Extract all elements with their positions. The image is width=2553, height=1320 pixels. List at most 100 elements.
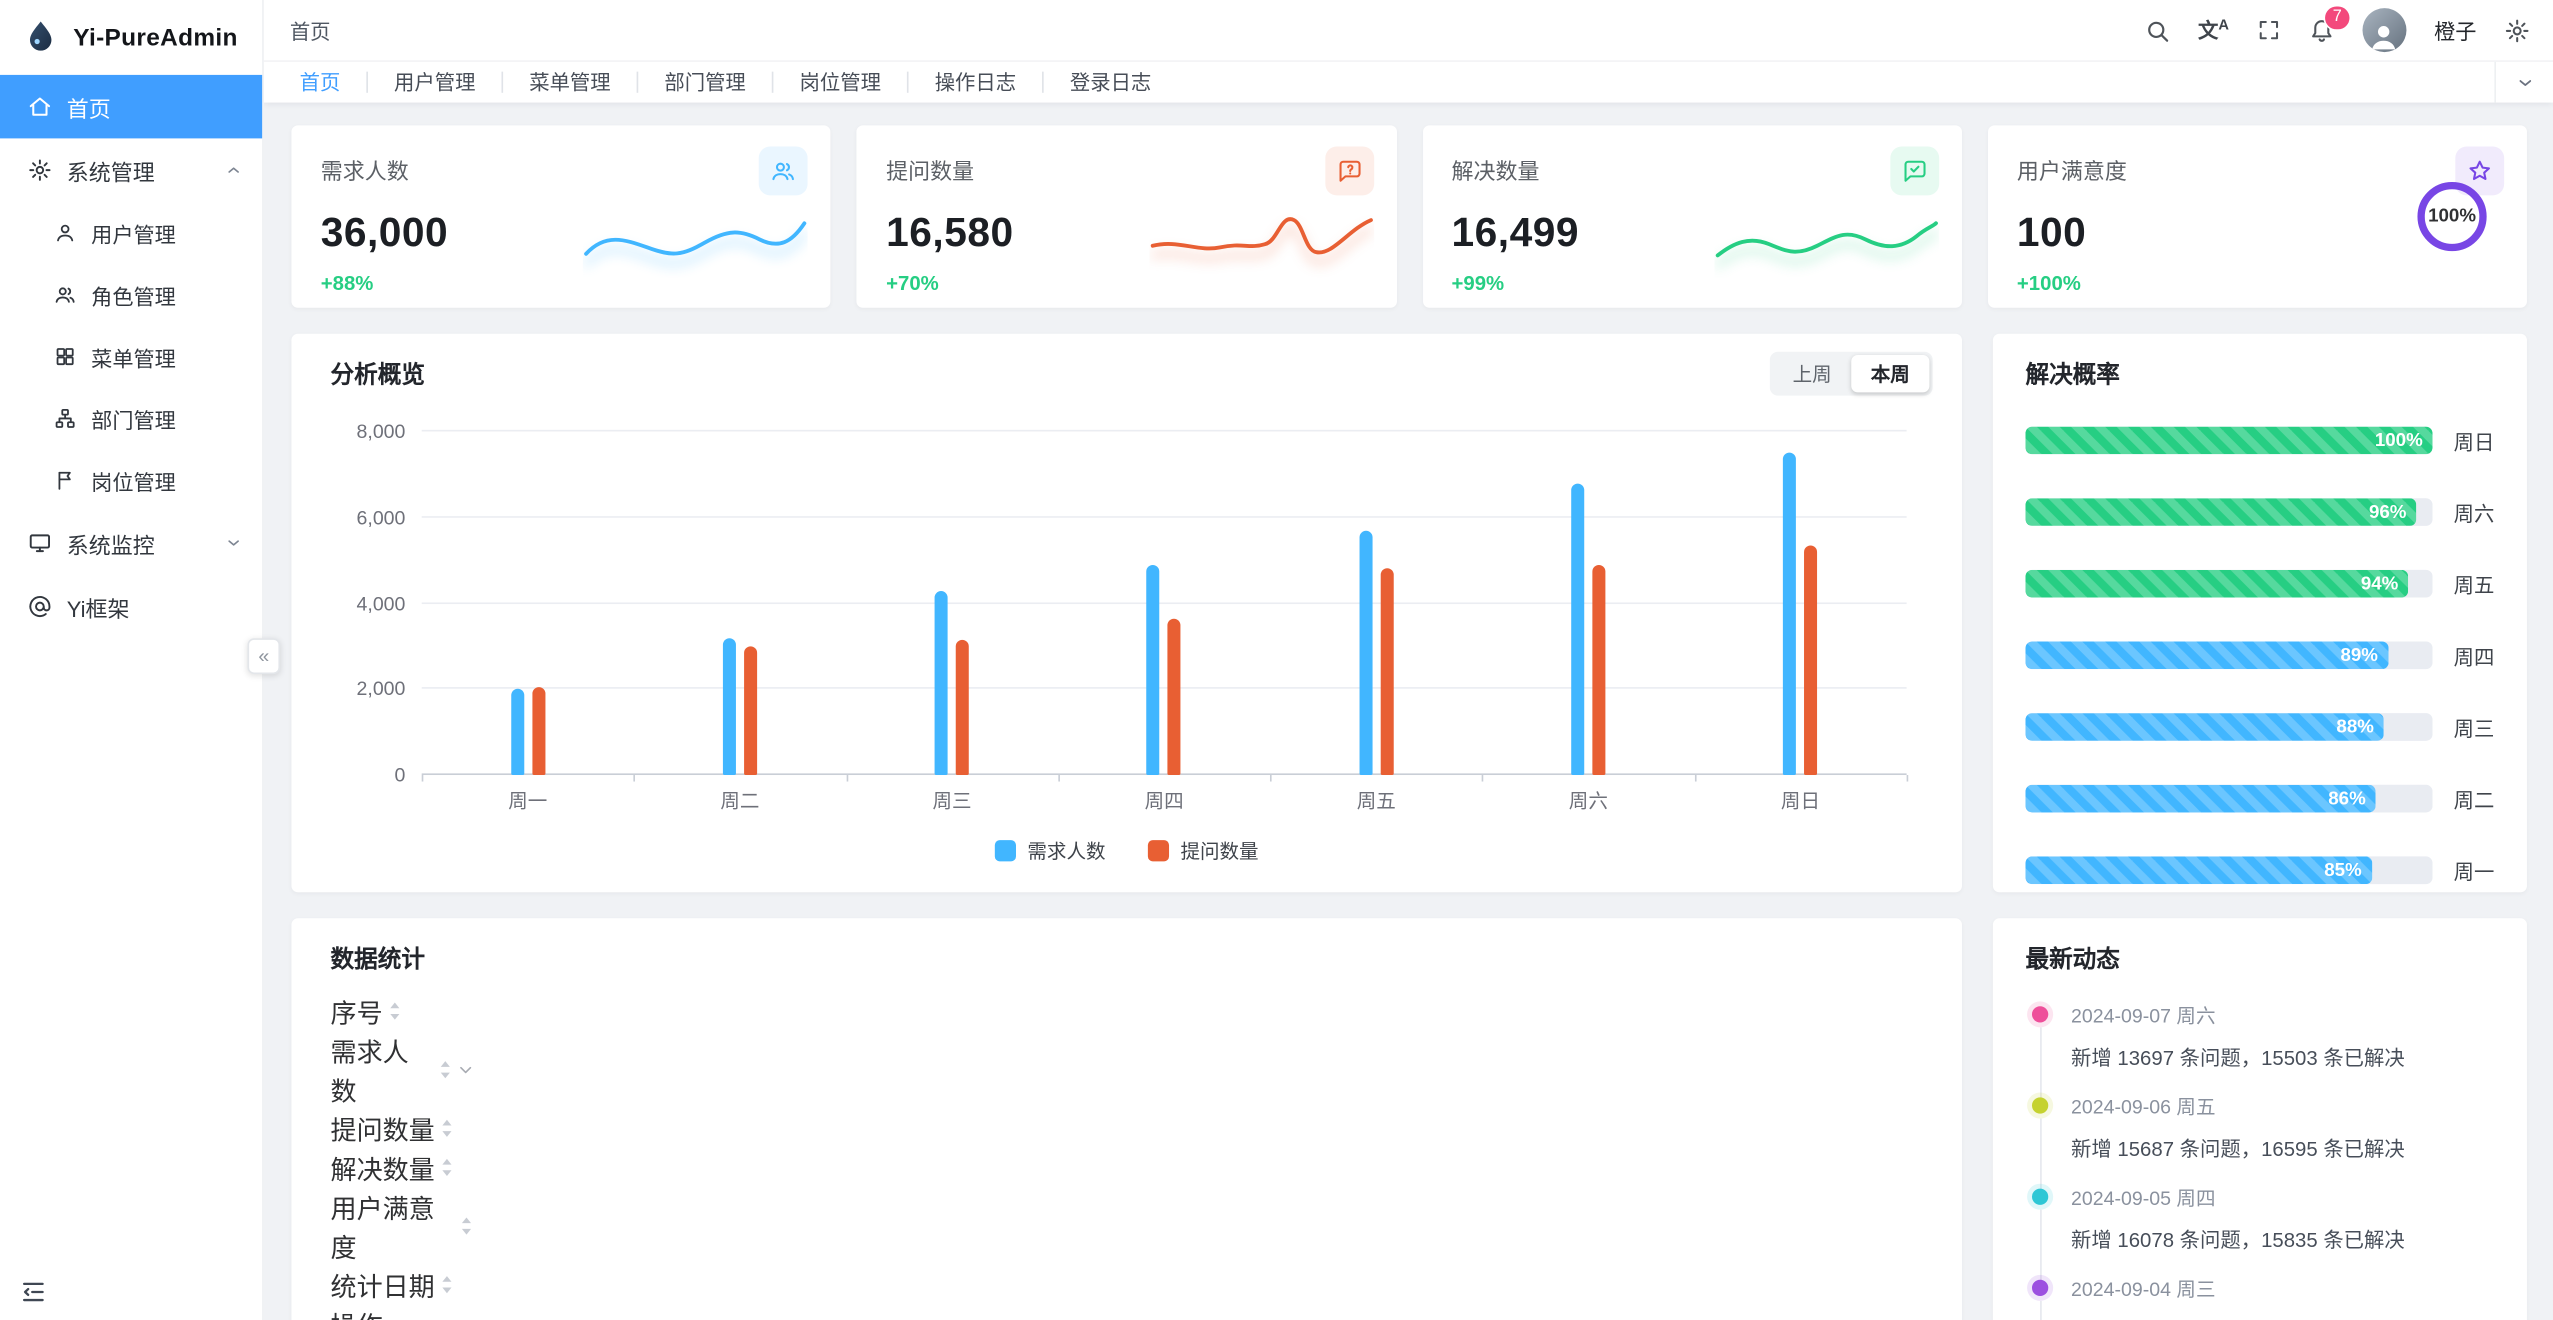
chart-axis-tick xyxy=(1694,775,1697,782)
bar-chart-plot: 0 2,000 4,000 6,000 8,000 xyxy=(357,420,1909,786)
timeline-dot xyxy=(2031,1006,2049,1023)
tab-list: 首页 用户管理 菜单管理 部门管理 岗位管理 操作日志 登录日志 xyxy=(264,62,2495,103)
timeline-dot xyxy=(2031,1097,2049,1114)
this-week-button[interactable]: 本周 xyxy=(1851,354,1930,393)
sort-caret-icon xyxy=(459,1215,474,1238)
menu-fold-icon[interactable] xyxy=(20,1278,48,1306)
chevron-up-icon xyxy=(225,161,243,179)
fullscreen-icon[interactable] xyxy=(2257,18,2281,42)
chart-xtick-label: 周三 xyxy=(932,789,972,813)
bar-demand xyxy=(934,591,948,776)
timeline-time: 2024-09-07 周六 xyxy=(2071,1004,2216,1028)
tab-divider xyxy=(636,71,639,93)
tab-item[interactable]: 岗位管理 xyxy=(799,70,881,94)
column-label: 解决数量 xyxy=(330,1157,435,1186)
tab-item[interactable]: 登录日志 xyxy=(1069,70,1152,94)
progress-day-label: 周二 xyxy=(2453,789,2495,813)
progress-percent: 89% xyxy=(2340,645,2378,666)
sidebar-group-monitor[interactable]: 系统监控 xyxy=(0,511,262,574)
legend-item[interactable]: 需求人数 xyxy=(994,837,1106,865)
timeline-item: 2024-09-05 周四 新增 16078 条问题，15835 条已解决 xyxy=(2031,1184,2494,1282)
tab-item[interactable]: 首页 xyxy=(299,70,341,94)
sort-caret-icon xyxy=(440,1156,455,1179)
tab-divider xyxy=(501,71,504,93)
chart-xtick-label: 周二 xyxy=(720,789,760,813)
stat-value: 16,580 xyxy=(886,210,1014,256)
bar-group xyxy=(422,431,634,776)
progress-day-label: 周一 xyxy=(2453,861,2495,885)
avatar[interactable] xyxy=(2362,8,2407,53)
bar-demand xyxy=(1359,530,1373,776)
sidebar-item-post-mgmt[interactable]: 岗位管理 xyxy=(0,449,262,511)
translate-icon[interactable]: 文A xyxy=(2198,16,2229,43)
latest-activity-card: 最新动态 2024-09-07 周六 新增 13697 条问题，15503 条已… xyxy=(1992,918,2527,1320)
settings-icon[interactable] xyxy=(2504,17,2530,43)
sidebar-collapse-handle[interactable]: « xyxy=(247,638,281,675)
tab-item[interactable]: 操作日志 xyxy=(934,70,1017,94)
sidebar-item-role-mgmt[interactable]: 角色管理 xyxy=(0,264,262,326)
progress-percent: 96% xyxy=(2368,502,2407,522)
chart-xtick-label: 周一 xyxy=(508,789,548,813)
chart-gridline xyxy=(421,429,1907,432)
search-icon[interactable] xyxy=(2144,17,2170,43)
chart-axis-tick xyxy=(1058,775,1060,782)
sidebar: Yi-PureAdmin 首页 系统管理 用户管理 角色管理 菜单 xyxy=(0,0,281,1320)
app-logo[interactable]: Yi-PureAdmin xyxy=(0,0,262,75)
card-title: 分析概览 xyxy=(330,363,425,390)
legend-label: 需求人数 xyxy=(1027,840,1106,863)
filter-chevron-icon[interactable] xyxy=(458,1062,474,1078)
tab-item[interactable]: 部门管理 xyxy=(664,70,746,94)
solve-rate-row: 89% 周四 xyxy=(2025,640,2494,671)
timeline-list: 2024-09-07 周六 新增 13697 条问题，15503 条已解决 20… xyxy=(2025,1001,2494,1320)
progress-fill: 89% xyxy=(2025,641,2388,670)
sidebar-item-menu-mgmt[interactable]: 菜单管理 xyxy=(0,326,262,388)
stat-title: 解决数量 xyxy=(1451,159,1540,184)
timeline-time: 2024-09-04 周三 xyxy=(2071,1278,2216,1301)
statistics-table: 序号需求人数提问数量解决数量用户满意度统计日期操作 96%98%96%98%96… xyxy=(331,992,1923,1320)
sort-caret-icon xyxy=(388,1000,403,1023)
progress-percent: 100% xyxy=(2374,430,2423,451)
week-segmented-control: 上周 本周 xyxy=(1769,351,1933,396)
legend-item[interactable]: 提问数量 xyxy=(1147,837,1259,865)
sidebar-item-home[interactable]: 首页 xyxy=(0,74,263,139)
chat-question-icon xyxy=(1324,146,1374,196)
chart-axis-tick xyxy=(1906,775,1909,782)
tab-dropdown-chevron-icon[interactable] xyxy=(2494,61,2553,103)
progress-fill: 94% xyxy=(2025,569,2409,598)
sidebar-item-user-mgmt[interactable]: 用户管理 xyxy=(0,202,262,264)
chart-xtick-label: 周五 xyxy=(1356,789,1396,813)
stat-title: 提问数量 xyxy=(886,159,975,184)
progress-fill: 100% xyxy=(2025,426,2433,455)
stat-card-demand: 需求人数 36,000 +88% xyxy=(291,125,831,308)
bar-demand xyxy=(1783,452,1797,776)
breadcrumb[interactable]: 首页 xyxy=(289,21,331,44)
sidebar-group-system-mgmt[interactable]: 系统管理 xyxy=(0,138,262,201)
bar-group xyxy=(846,431,1058,776)
stat-card-solved: 解决数量 16,499 +99% xyxy=(1422,125,1962,308)
sort-caret-icon xyxy=(438,1058,453,1081)
chart-ytick-label: 4,000 xyxy=(356,591,406,615)
bar-group xyxy=(634,431,846,776)
users-icon xyxy=(54,283,77,306)
tab-item[interactable]: 菜单管理 xyxy=(529,70,611,94)
tab-item[interactable]: 用户管理 xyxy=(394,70,476,94)
grid-icon xyxy=(54,345,77,368)
sidebar-item-dept-mgmt[interactable]: 部门管理 xyxy=(0,388,262,450)
progress-percent: 85% xyxy=(2324,860,2362,881)
sparkline-solved xyxy=(1715,221,1938,258)
sidebar-item-yi-framework[interactable]: Yi框架 xyxy=(0,575,262,638)
stat-delta: +88% xyxy=(320,271,374,295)
notification-bell-icon[interactable]: 7 xyxy=(2309,4,2352,43)
data-statistics-card: 数据统计 序号需求人数提问数量解决数量用户满意度统计日期操作 96%98%96%… xyxy=(291,918,1962,1320)
legend-label: 提问数量 xyxy=(1180,840,1259,863)
last-week-button[interactable]: 上周 xyxy=(1792,363,1832,386)
stat-title: 需求人数 xyxy=(320,159,409,184)
solve-rate-row: 100% 周日 xyxy=(2025,425,2494,456)
chart-gridline xyxy=(421,515,1907,518)
chart-xtick-label: 周六 xyxy=(1568,789,1608,813)
user-name[interactable]: 橙子 xyxy=(2434,19,2477,44)
bar-demand xyxy=(722,638,736,776)
gear-icon xyxy=(28,158,52,182)
chart-gridline xyxy=(421,687,1907,690)
stat-value: 100 xyxy=(2016,210,2087,256)
